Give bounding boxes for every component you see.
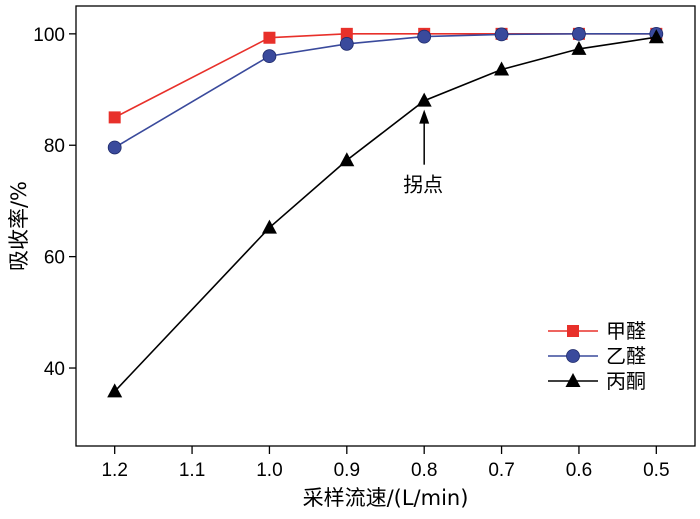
legend-marker	[566, 349, 580, 363]
data-point	[571, 40, 587, 55]
y-tick-label: 60	[44, 248, 65, 269]
data-point	[263, 31, 276, 44]
x-tick-label: 1.0	[256, 460, 282, 481]
data-point	[108, 111, 121, 124]
x-tick-label: 0.9	[334, 460, 360, 481]
x-tick-label: 1.1	[179, 460, 205, 481]
legend-marker	[567, 325, 579, 337]
x-axis-title: 采样流速/(L/min)	[303, 486, 469, 510]
data-point	[339, 152, 355, 167]
data-point	[262, 49, 277, 64]
series-2	[107, 29, 664, 398]
series-1	[107, 26, 664, 155]
plot-border	[75, 5, 696, 447]
y-axis: 40 60 80 100	[33, 25, 76, 380]
y-tick-label: 80	[44, 136, 65, 157]
legend-label: 甲醛	[606, 319, 646, 343]
annotation-0: 拐点	[403, 109, 443, 197]
data-point	[107, 383, 123, 398]
data-point	[416, 92, 432, 107]
y-tick-label: 40	[44, 359, 65, 380]
data-point	[107, 140, 122, 155]
legend-item-2: 丙酮	[548, 369, 646, 393]
data-point	[417, 29, 432, 44]
data-point	[494, 27, 509, 42]
series-line	[114, 32, 657, 119]
legend-label: 乙醛	[606, 344, 646, 368]
annotation-label: 拐点	[403, 173, 443, 197]
legend-marker	[565, 373, 581, 387]
x-tick-label: 0.7	[488, 460, 514, 481]
x-tick-label: 0.6	[566, 460, 592, 481]
legend-item-0: 甲醛	[548, 319, 646, 343]
data-point	[340, 27, 353, 40]
x-tick-label: 0.5	[643, 460, 669, 481]
annotation-layer: 拐点	[403, 109, 443, 197]
y-tick-label: 100	[33, 25, 65, 46]
legend-item-1: 乙醛	[548, 344, 646, 368]
data-point	[339, 36, 354, 51]
legend-label: 丙酮	[606, 369, 646, 393]
data-point	[494, 61, 510, 76]
series-line	[114, 36, 657, 392]
annotation-arrow-head	[419, 109, 430, 124]
y-axis-title: 吸收率/%	[7, 181, 31, 271]
series-layer	[107, 26, 664, 398]
plot-area	[75, 5, 696, 447]
x-tick-label: 1.2	[101, 460, 127, 481]
x-tick-label: 0.8	[411, 460, 437, 481]
data-point	[261, 219, 277, 234]
data-point	[572, 26, 586, 41]
data-point	[648, 29, 664, 44]
x-axis: 1.2 1.1 1.0 0.9 0.8 0.7 0.6 0.5	[101, 446, 670, 481]
